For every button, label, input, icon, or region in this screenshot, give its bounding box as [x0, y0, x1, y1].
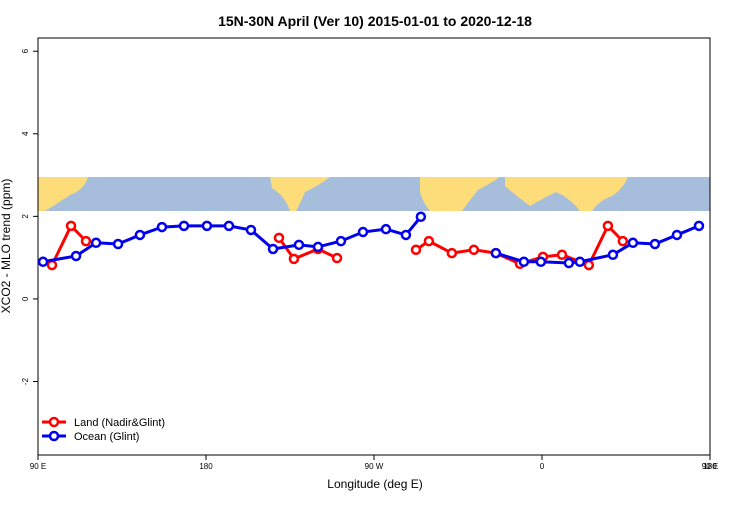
- series-point: [649, 238, 661, 250]
- series-point: [423, 235, 435, 247]
- x-tick-label: 0: [540, 462, 545, 471]
- series-point: [415, 211, 427, 223]
- series-point: [156, 221, 168, 233]
- x-tick-label: 90 W: [365, 462, 384, 471]
- series-point: [693, 220, 705, 232]
- y-axis-label: XCO2 - MLO trend (ppm): [0, 179, 13, 314]
- legend-marker: [48, 416, 60, 428]
- series-point: [602, 220, 614, 232]
- series-point: [535, 256, 547, 268]
- y-tick-label: 2: [21, 214, 30, 219]
- series-point: [70, 250, 82, 262]
- series-point: [627, 237, 639, 249]
- x-tick-label: 90 E: [702, 462, 718, 471]
- series-point: [331, 252, 343, 264]
- x-axis-label: Longitude (deg E): [327, 477, 422, 491]
- series-point: [335, 235, 347, 247]
- series-point: [607, 249, 619, 261]
- series-point: [201, 220, 213, 232]
- series-point: [410, 244, 422, 256]
- map-land: [420, 177, 500, 211]
- series-point: [273, 232, 285, 244]
- series-point: [46, 259, 58, 271]
- map-land: [270, 177, 330, 211]
- series-point: [574, 256, 586, 268]
- y-tick-label: 4: [21, 131, 30, 136]
- legend-label: Land (Nadir&Glint): [74, 417, 165, 429]
- series-point: [134, 229, 146, 241]
- x-tick-label: 90 E: [30, 462, 46, 471]
- series-point: [178, 220, 190, 232]
- plot-frame: [37, 37, 711, 456]
- y-tick-label: -2: [21, 377, 30, 385]
- series-point: [583, 259, 595, 271]
- series-point: [245, 224, 257, 236]
- series-line: [277, 236, 338, 261]
- y-tick-label: 0: [21, 296, 30, 301]
- map-land: [38, 177, 88, 211]
- series-point: [357, 226, 369, 238]
- series-point: [671, 229, 683, 241]
- series-point: [617, 235, 629, 247]
- series-point: [468, 244, 480, 256]
- legend-label: Ocean (Glint): [74, 431, 139, 443]
- series-point: [90, 237, 102, 249]
- series-point: [293, 239, 305, 251]
- legend-marker: [48, 430, 60, 442]
- x-tick-label: 180: [703, 462, 717, 471]
- series-point: [556, 249, 568, 261]
- series-point: [312, 241, 324, 253]
- series-point: [490, 247, 502, 259]
- series-line: [495, 224, 700, 265]
- series-point: [80, 235, 92, 247]
- series-point: [112, 238, 124, 250]
- y-tick-label: 6: [21, 48, 30, 53]
- map-band: [38, 177, 710, 211]
- series-point: [223, 220, 235, 232]
- series-point: [446, 247, 458, 259]
- chart-title: 15N-30N April (Ver 10) 2015-01-01 to 202…: [218, 13, 532, 29]
- series-point: [400, 229, 412, 241]
- series-point: [267, 243, 279, 255]
- series-point: [37, 256, 49, 268]
- series-point: [563, 257, 575, 269]
- series-point: [518, 256, 530, 268]
- x-tick-label: 180: [199, 462, 213, 471]
- series-point: [288, 253, 300, 265]
- series-point: [380, 223, 392, 235]
- map-land: [505, 177, 628, 211]
- series-point: [65, 220, 77, 232]
